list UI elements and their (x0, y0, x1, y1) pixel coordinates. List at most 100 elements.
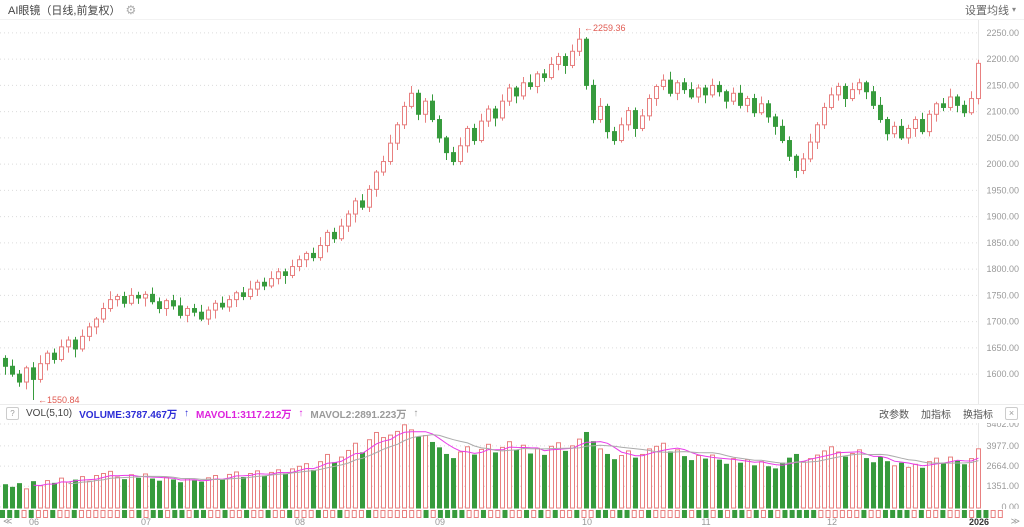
help-icon[interactable]: ? (6, 407, 19, 420)
nav-bar (71, 510, 77, 518)
candle (290, 266, 295, 276)
nav-bar (839, 510, 845, 518)
nav-bar (545, 510, 551, 518)
nav-bar (21, 510, 27, 518)
candle (136, 294, 141, 299)
nav-bar (100, 510, 106, 518)
candle (465, 127, 470, 147)
candle (570, 50, 575, 66)
candle (864, 82, 869, 93)
add-indicator-button[interactable]: 加指标 (921, 410, 951, 421)
nav-bar (488, 510, 494, 518)
nav-bar (567, 510, 573, 518)
nav-bar (28, 510, 34, 518)
mavol1-up-arrow-icon: ↑ (298, 408, 304, 419)
candle (24, 367, 29, 383)
volume-bar (458, 451, 463, 509)
nav-bar (875, 510, 881, 518)
volume-bar (549, 445, 554, 509)
candle (591, 84, 596, 121)
nav-bar (480, 510, 486, 518)
volume-bar (318, 461, 323, 509)
volume-bar (52, 482, 57, 509)
volume-bar (472, 454, 477, 509)
candle (472, 127, 477, 142)
candle (612, 131, 617, 142)
volume-bar (234, 471, 239, 509)
nav-bar (251, 510, 257, 518)
nav-bar (660, 510, 666, 518)
nav-bar (344, 510, 350, 518)
volume-bar (59, 477, 64, 509)
volume-bar (892, 465, 897, 509)
nav-bar (847, 510, 853, 518)
indicator-actions: 改参数 加指标 换指标 × (879, 406, 1018, 421)
volume-bar (297, 465, 302, 509)
candle (80, 335, 85, 350)
nav-bar (725, 510, 731, 518)
candle (430, 100, 435, 121)
nav-bar (746, 510, 752, 518)
nav-bar (7, 510, 13, 518)
nav-bar (897, 510, 903, 518)
price-axis-label: 1800.00 (986, 264, 1019, 274)
candle (822, 106, 827, 126)
nav-bar (136, 510, 142, 518)
candle (164, 300, 169, 310)
nav-bar (57, 510, 63, 518)
nav-bar (574, 510, 580, 518)
nav-bar (732, 510, 738, 518)
volume-axis-label: 5402.00 (986, 423, 1019, 429)
volume-bar (108, 470, 113, 509)
nav-bar (538, 510, 544, 518)
candle (563, 56, 568, 66)
nav-bar (165, 510, 171, 518)
nav-bar (186, 510, 192, 518)
nav-bar (603, 510, 608, 518)
nav-bar (64, 510, 70, 518)
gear-icon[interactable]: ⚙ (125, 2, 137, 17)
nav-bar (617, 510, 623, 518)
nav-bar (653, 510, 659, 518)
nav-bar (868, 510, 874, 518)
candle (444, 137, 449, 154)
volume-bar (38, 485, 43, 509)
nav-bar (696, 510, 702, 518)
price-axis-label: 2000.00 (986, 159, 1019, 169)
volume-bar (661, 442, 666, 509)
volume-bar (766, 466, 771, 509)
scroll-right-icon[interactable]: ≫ (1010, 516, 1020, 526)
volume-bar (801, 461, 806, 509)
switch-indicator-button[interactable]: 换指标 (963, 410, 993, 421)
candle (759, 103, 764, 114)
nav-bar (882, 510, 888, 518)
volume-bar (17, 483, 22, 509)
candle (143, 293, 148, 299)
candle (843, 85, 848, 100)
nav-bar (509, 510, 515, 518)
navigator-strip[interactable] (0, 510, 1005, 518)
volume-bar (248, 473, 253, 509)
scroll-left-icon[interactable]: ≪ (3, 516, 13, 526)
change-params-button[interactable]: 改参数 (879, 410, 909, 421)
nav-bar (416, 510, 422, 518)
time-axis: ≪ ≫ 06 07 08 09 10 11 12 2026 (0, 516, 1024, 527)
candle (437, 119, 442, 139)
volume-bar (24, 488, 29, 509)
nav-bar (796, 510, 802, 518)
nav-bar (825, 510, 831, 518)
nav-bar (473, 510, 479, 518)
volume-bar (822, 450, 827, 509)
volume-bar (311, 469, 316, 509)
candle (10, 365, 15, 375)
nav-bar (387, 510, 393, 518)
nav-bar (531, 510, 537, 518)
volume-bar (80, 476, 85, 509)
ma-settings-button[interactable]: 设置均线 ▾ (965, 2, 1016, 18)
close-icon[interactable]: × (1005, 407, 1018, 420)
candle (402, 105, 407, 126)
volume-bar (941, 462, 946, 509)
candle (388, 142, 393, 163)
volume-bar (374, 431, 379, 509)
